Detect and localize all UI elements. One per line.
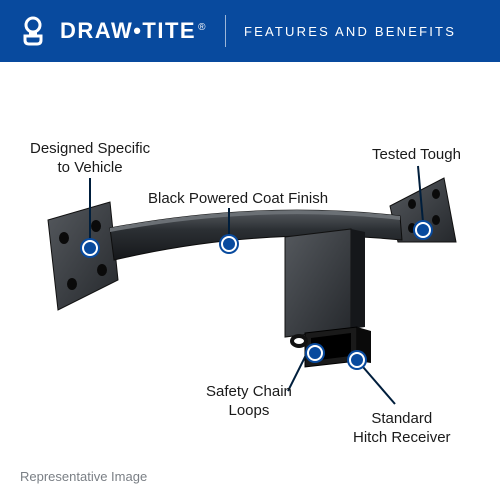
hitch-ball-icon [18, 16, 48, 46]
callout-finish-label: Black Powered Coat Finish [148, 190, 328, 209]
header-bar: DRAW•TITE® FEATURES AND BENEFITS [0, 0, 500, 62]
footer-note: Representative Image [20, 469, 147, 484]
logo: DRAW•TITE® [18, 16, 207, 46]
callout-tested-marker [415, 222, 431, 238]
header-subtitle: FEATURES AND BENEFITS [244, 24, 456, 39]
callout-loops-marker [307, 345, 323, 361]
callout-tested-label: Tested Tough [372, 146, 461, 165]
callout-receiver-label: StandardHitch Receiver [353, 410, 451, 448]
callout-loops-label: Safety ChainLoops [206, 383, 292, 421]
brand-text: DRAW•TITE® [60, 18, 207, 44]
header-divider [225, 15, 226, 47]
callout-designed-label: Designed Specificto Vehicle [30, 140, 150, 178]
callout-finish-marker [221, 236, 237, 252]
diagram-canvas: Representative Image Designed Specificto… [0, 62, 500, 500]
callout-designed-marker [82, 240, 98, 256]
callout-receiver-marker [349, 352, 365, 368]
